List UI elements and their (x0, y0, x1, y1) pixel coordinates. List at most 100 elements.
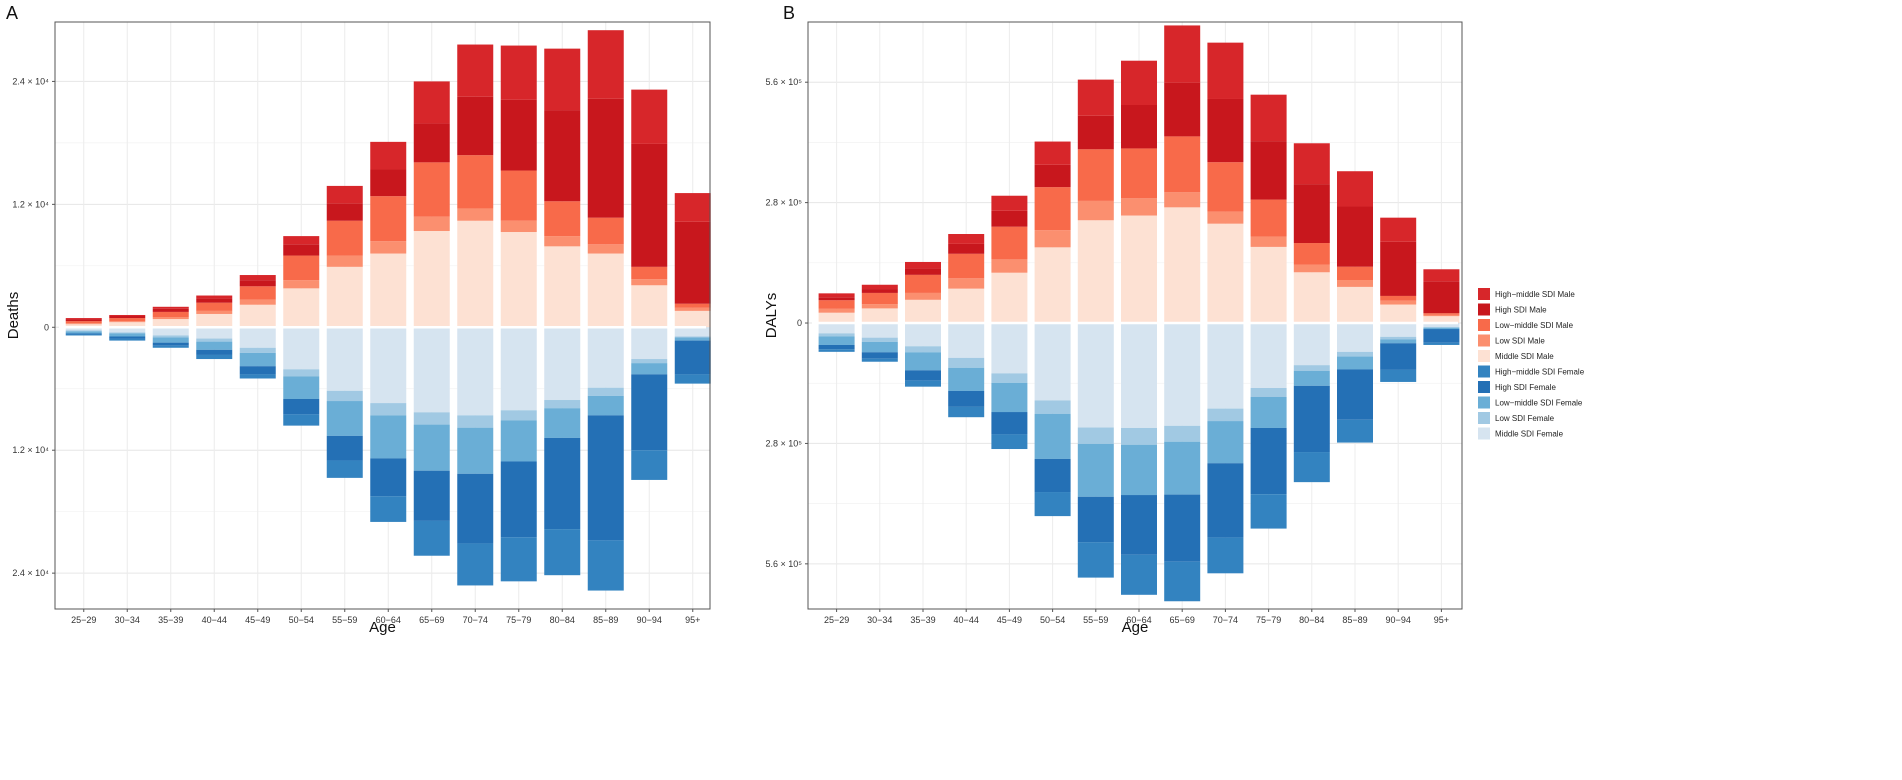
panel-a-bar-low-middle-sdi-male-95 (674, 303, 711, 308)
panel-b-bar-high-middle-sdi-male-80-84 (1293, 143, 1330, 185)
panel-a-bar-high-middle-sdi-male-55-59 (326, 185, 363, 204)
panel-a-xtick-label-35-39: 35−39 (158, 615, 183, 625)
panel-b-xtick-label-50-54: 50−54 (1040, 615, 1065, 625)
panel-b-bar-low-middle-sdi-female-95 (1423, 327, 1460, 330)
panel-b-bar-low-middle-sdi-male-75-79 (1250, 199, 1287, 237)
panel-b-bar-high-middle-sdi-female-75-79 (1250, 494, 1287, 529)
panel-a-ytick-label-4: 2.4 × 10⁴ (12, 568, 49, 578)
panel-b-bar-middle-sdi-female-90-94 (1380, 323, 1417, 337)
panel-b-bar-low-middle-sdi-male-30-34 (861, 292, 898, 305)
panel-a-bar-low-middle-sdi-female-60-64 (370, 415, 407, 459)
panel-a-bar-high-sdi-female-55-59 (326, 435, 363, 461)
legend-label-high-sdi-female: High SDI Female (1495, 383, 1556, 392)
panel-a-bar-high-sdi-female-65-69 (413, 470, 450, 521)
panel-a-bar-middle-sdi-male-35-39 (152, 319, 189, 328)
panel-b-bar-high-sdi-male-70-74 (1207, 98, 1244, 163)
panel-b-bar-low-middle-sdi-male-45-49 (991, 226, 1028, 260)
panel-b-bar-middle-sdi-male-55-59 (1077, 220, 1114, 324)
panel-a-bar-low-sdi-female-90-94 (631, 359, 668, 364)
panel-a-bar-middle-sdi-female-25-29 (65, 327, 102, 331)
panel-a-bar-high-middle-sdi-male-30-34 (109, 314, 146, 317)
panel-a-bar-middle-sdi-female-90-94 (631, 327, 668, 360)
panel-a-bar-high-sdi-female-25-29 (65, 333, 102, 335)
panel-b-bar-low-sdi-male-40-44 (948, 278, 985, 289)
panel-a-bar-low-middle-sdi-male-80-84 (544, 201, 581, 237)
panel-b-bar-low-sdi-female-75-79 (1250, 387, 1287, 397)
panel-a-bar-low-middle-sdi-male-75-79 (500, 170, 537, 221)
panel-a-bar-middle-sdi-female-80-84 (544, 327, 581, 401)
panel-b-bar-low-sdi-male-35-39 (905, 292, 941, 300)
panel-a-y-axis-title: Deaths (5, 292, 22, 340)
panel-b-bar-middle-sdi-male-80-84 (1293, 272, 1330, 324)
panel-b-xtick-label-85-89: 85−89 (1342, 615, 1367, 625)
panel-b-bar-low-middle-sdi-female-70-74 (1207, 421, 1244, 464)
panel-b-bar-low-middle-sdi-female-25-29 (818, 336, 855, 345)
legend-label-middle-sdi-female: Middle SDI Female (1495, 430, 1564, 439)
panel-b-bar-middle-sdi-male-45-49 (991, 272, 1028, 324)
panel-a-bar-high-middle-sdi-male-40-44 (196, 295, 233, 299)
legend-label-low-sdi-male: Low SDI Male (1495, 337, 1545, 346)
panel-b-bar-low-sdi-female-40-44 (948, 357, 985, 368)
panel-b-bar-low-sdi-male-75-79 (1250, 236, 1287, 247)
panel-b-bar-high-middle-sdi-female-45-49 (991, 434, 1028, 450)
panel-b-bar-high-sdi-male-25-29 (818, 297, 855, 301)
panel-a-bar-middle-sdi-female-45-49 (239, 327, 276, 348)
panel-b-bar-high-middle-sdi-male-35-39 (905, 261, 941, 269)
panel-a-bar-low-sdi-male-90-94 (631, 279, 668, 286)
panel-a-bar-high-middle-sdi-female-25-29 (65, 334, 102, 336)
panel-a-bar-high-sdi-female-45-49 (239, 366, 276, 375)
panel-b-y-axis-title: DALYs (763, 293, 780, 339)
panel-a-bar-low-middle-sdi-male-55-59 (326, 220, 363, 256)
panel-b-xtick-label-25-29: 25−29 (824, 615, 849, 625)
panel-b-bar-high-sdi-female-45-49 (991, 412, 1028, 435)
panel-b-bar-high-middle-sdi-female-55-59 (1077, 542, 1114, 578)
panel-b-bar-high-middle-sdi-male-75-79 (1250, 94, 1287, 142)
panel-b-bar-low-sdi-male-65-69 (1164, 192, 1201, 208)
panel-a-bar-high-sdi-female-70-74 (457, 473, 494, 544)
panel-a-bar-high-sdi-male-30-34 (109, 316, 146, 319)
panel-a-bar-low-sdi-male-65-69 (413, 216, 450, 231)
legend: High−middle SDI Male High SDI Male Low−mid… (1478, 288, 1585, 440)
panel-a-bar-high-middle-sdi-female-50-54 (283, 414, 320, 426)
panel-b-bar-high-sdi-male-80-84 (1293, 184, 1330, 244)
panel-a-bar-low-middle-sdi-female-50-54 (283, 376, 320, 399)
panel-a-bar-low-sdi-female-60-64 (370, 403, 407, 416)
panel-a-bar-high-sdi-female-95 (674, 340, 711, 375)
panel-a-bar-high-sdi-female-30-34 (109, 336, 146, 339)
panel-b-bar-middle-sdi-female-60-64 (1121, 323, 1157, 428)
panel-b-bar-low-middle-sdi-male-85-89 (1337, 266, 1373, 281)
panel-b-bar-high-sdi-female-40-44 (948, 390, 985, 407)
panel-a-bar-low-sdi-male-35-39 (152, 317, 189, 320)
panel-b-xtick-label-90-94: 90−94 (1386, 615, 1411, 625)
panel-b-bar-high-sdi-male-60-64 (1121, 104, 1157, 149)
panel-b-bar-high-middle-sdi-male-30-34 (861, 284, 898, 290)
panel-a-bar-high-middle-sdi-male-80-84 (544, 48, 581, 111)
panel-a-bar-low-middle-sdi-female-25-29 (65, 331, 102, 334)
legend-label-middle-sdi-male: Middle SDI Male (1495, 352, 1554, 361)
panel-a-xtick-label-45-49: 45−49 (245, 615, 270, 625)
panel-b-bar-middle-sdi-male-60-64 (1121, 215, 1157, 324)
panel-b-bar-middle-sdi-female-30-34 (861, 323, 898, 338)
panel-a-ytick-label-0: 2.4 × 10⁴ (12, 76, 49, 86)
panel-a-bar-high-middle-sdi-male-65-69 (413, 81, 450, 124)
panel-b-bar-high-sdi-female-65-69 (1164, 494, 1201, 562)
panel-a-bar-low-sdi-female-75-79 (500, 410, 537, 421)
panel-a-bar-high-sdi-male-45-49 (239, 280, 276, 287)
panel-a-bar-high-middle-sdi-male-90-94 (631, 89, 668, 144)
panel-a-bar-low-sdi-male-60-64 (370, 241, 407, 254)
panel-b-xtick-label-65-69: 65−69 (1170, 615, 1195, 625)
panel-b-bar-low-sdi-female-45-49 (991, 373, 1028, 383)
panel-a-bar-middle-sdi-female-70-74 (457, 327, 494, 416)
panel-b-bar-low-sdi-male-60-64 (1121, 198, 1157, 216)
panel-b-bar-high-sdi-male-35-39 (905, 268, 941, 275)
legend-label-high-middle-sdi-male: High−middle SDI Male (1495, 290, 1575, 299)
panel-a-bar-middle-sdi-male-25-29 (65, 324, 102, 328)
panel-b-bar-middle-sdi-female-70-74 (1207, 323, 1244, 409)
panel-b-bar-middle-sdi-female-75-79 (1250, 323, 1287, 388)
panel-b-xtick-label-60-64: 60−64 (1126, 615, 1151, 625)
panel-b-bar-high-middle-sdi-female-35-39 (905, 380, 941, 387)
legend-swatch-middle-sdi-female (1478, 427, 1490, 440)
panel-b-bar-low-middle-sdi-male-65-69 (1164, 136, 1201, 193)
panel-b-bar-high-middle-sdi-male-50-54 (1034, 141, 1071, 165)
panel-b-bar-middle-sdi-female-85-89 (1337, 323, 1373, 352)
